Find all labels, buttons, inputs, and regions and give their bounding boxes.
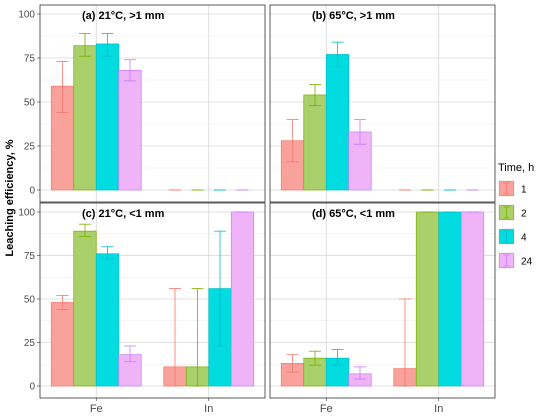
panel-a: 0 25 50 75 100 (a) 21°C, >1 mm — [18, 4, 266, 203]
x-tick-label: In — [434, 403, 443, 415]
error-bar — [309, 350, 321, 366]
legend-label: 24 — [521, 257, 533, 268]
panel-border — [39, 202, 266, 399]
panel-d: Fe In (d) 65°C, <1 mm — [269, 202, 496, 415]
y-tick-label: 50 — [24, 98, 36, 109]
y-axis-title: Leaching efficiency, % — [4, 139, 16, 256]
bar-in-24h — [230, 211, 255, 387]
bar-in-2h — [415, 211, 440, 387]
panel-title: (b) 65°C, >1 mm — [312, 10, 395, 22]
legend-item-1h: 1 — [498, 180, 527, 197]
panel-title: (d) 65°C, <1 mm — [312, 208, 395, 220]
x-tick-label: Fe — [320, 403, 333, 415]
y-tick-label: 75 — [24, 251, 36, 262]
error-bar — [399, 298, 411, 387]
error-bar — [124, 345, 136, 363]
error-bar — [331, 349, 344, 366]
y-tick-label: 0 — [29, 186, 35, 197]
bar-fe-2h — [73, 45, 97, 191]
bar-fe-4h — [325, 54, 350, 191]
error-bar — [191, 288, 204, 387]
legend-item-24h: 24 — [498, 252, 533, 269]
legend-item-4h: 4 — [498, 228, 527, 245]
y-tick-label: 50 — [24, 295, 36, 306]
y-tick-label: 25 — [24, 338, 36, 349]
panel-border — [269, 4, 496, 203]
bar-fe-2h — [303, 94, 327, 191]
error-bar — [309, 84, 321, 106]
bar-fe-1h — [50, 302, 75, 387]
error-bar — [56, 295, 69, 310]
bar-in-4h — [438, 211, 462, 387]
error-bar — [124, 59, 136, 82]
error-bar — [286, 119, 299, 163]
y-tick-label: 75 — [24, 54, 36, 65]
bar-in-24h — [460, 211, 485, 387]
legend-label: 2 — [521, 209, 527, 220]
error-bar — [354, 119, 366, 145]
y-tick-label: 100 — [18, 208, 35, 219]
panel-c: 0 25 50 75 100 Fe In (c) 21°C, <1 mm — [18, 202, 266, 415]
y-tick-label: 25 — [24, 142, 36, 153]
panel-b: (b) 65°C, >1 mm — [269, 4, 496, 203]
bar-fe-24h — [118, 69, 142, 191]
panel-title: (c) 21°C, <1 mm — [82, 208, 165, 220]
x-tick-label: Fe — [90, 403, 103, 415]
error-bar — [214, 230, 226, 347]
legend-label: 4 — [521, 233, 527, 244]
bar-fe-4h — [95, 43, 120, 191]
error-bar — [79, 32, 91, 57]
legend-item-2h: 2 — [498, 204, 527, 221]
x-tick-label: In — [204, 403, 213, 415]
error-bar — [79, 223, 91, 237]
y-tick-label: 0 — [29, 382, 35, 393]
bar-fe-2h — [73, 230, 97, 387]
error-bar — [354, 366, 366, 380]
panel-border — [269, 202, 496, 399]
panels-layer: 0 25 50 75 100 (a) 21°C, >1 mm (b) 65°C, >1 mm… — [18, 4, 496, 415]
error-bar — [331, 41, 344, 68]
panel-border — [39, 4, 266, 203]
error-bar — [56, 61, 69, 113]
error-bar — [101, 32, 114, 57]
error-bar — [101, 246, 114, 260]
y-tick-label: 100 — [18, 10, 35, 21]
legend-title: Time, h — [498, 162, 534, 174]
legend-label: 1 — [521, 185, 527, 196]
panel-title: (a) 21°C, >1 mm — [82, 10, 165, 22]
error-bar — [169, 288, 181, 387]
bar-fe-4h — [95, 253, 120, 387]
error-bar — [286, 354, 299, 373]
